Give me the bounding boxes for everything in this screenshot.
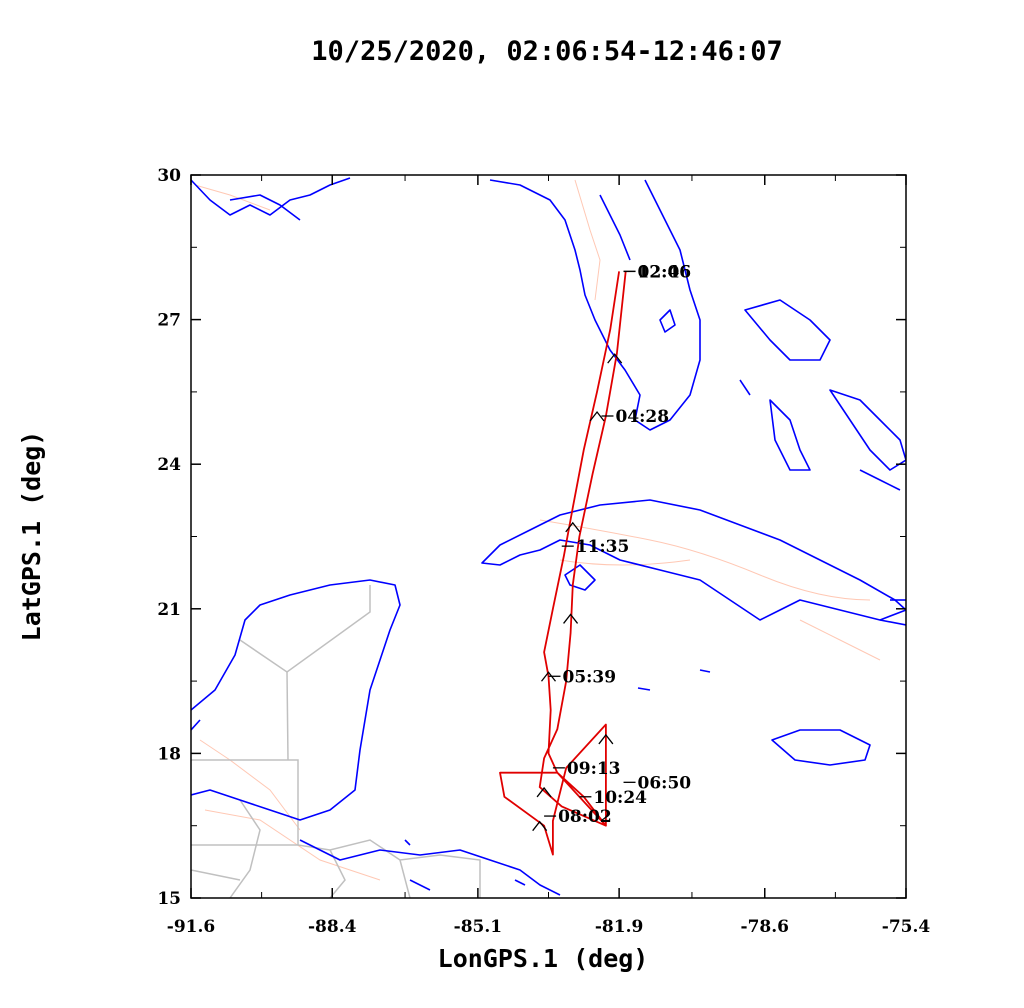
coastlines <box>191 177 906 896</box>
x-tick-label: -91.6 <box>167 917 215 937</box>
direction-marker <box>532 820 548 832</box>
y-tick-label: 24 <box>157 455 181 475</box>
x-tick-label: -75.4 <box>882 917 931 937</box>
plot-title: 10/25/2020, 02:06:54-12:46:07 <box>311 36 783 67</box>
time-label: 11:35 <box>576 537 630 557</box>
direction-markers <box>532 353 623 832</box>
direction-marker <box>565 521 581 533</box>
x-axis-label: LonGPS.1 (deg) <box>438 944 649 973</box>
basemap <box>191 177 906 898</box>
y-tick-label: 18 <box>157 744 181 764</box>
x-axis-ticks: -91.6 -88.4 -85.1 -81.9 -78.6 -75.4 <box>167 175 931 937</box>
x-tick-label: -85.1 <box>454 917 502 937</box>
x-tick-label: -78.6 <box>741 917 789 937</box>
time-label: 10:24 <box>593 788 647 808</box>
time-label: 12:46 <box>638 262 692 282</box>
flight-track <box>499 271 627 856</box>
time-label: 06:50 <box>638 773 692 793</box>
x-tick-label: -81.9 <box>595 917 643 937</box>
y-tick-label: 27 <box>157 311 181 331</box>
time-label: 04:28 <box>615 407 669 427</box>
time-label: 02:06 <box>638 262 692 282</box>
time-label: 09:13 <box>567 759 621 779</box>
time-label: 08:02 <box>558 807 612 827</box>
track-series-line <box>499 271 627 856</box>
y-tick-label: 21 <box>157 600 181 620</box>
direction-marker <box>563 613 579 624</box>
direction-marker <box>598 733 614 745</box>
direction-marker <box>536 786 552 798</box>
direction-marker <box>540 671 557 682</box>
border-lines <box>191 585 481 898</box>
y-axis-ticks: 30 27 24 21 18 15 <box>157 166 906 909</box>
y-axis-label: LatGPS.1 (deg) <box>17 431 46 642</box>
river-lines <box>194 179 881 881</box>
time-label: 05:39 <box>563 667 617 687</box>
x-tick-label: -88.4 <box>308 917 357 937</box>
direction-marker <box>589 410 605 422</box>
y-tick-label: 15 <box>157 889 181 909</box>
y-tick-label: 30 <box>157 166 181 186</box>
direction-marker <box>607 353 623 364</box>
